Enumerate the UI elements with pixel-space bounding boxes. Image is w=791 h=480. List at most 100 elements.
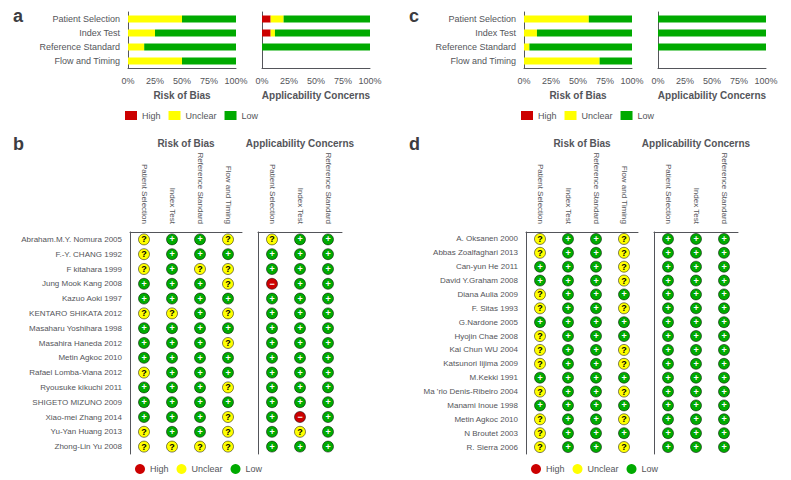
svg-text:M.Kekki 1991: M.Kekki 1991 bbox=[470, 373, 519, 382]
svg-text:+: + bbox=[721, 303, 726, 313]
svg-text:+: + bbox=[297, 323, 302, 333]
svg-text:+: + bbox=[565, 373, 570, 383]
svg-text:+: + bbox=[537, 373, 542, 383]
svg-text:+: + bbox=[197, 427, 202, 437]
svg-text:?: ? bbox=[621, 248, 627, 258]
svg-text:−: − bbox=[297, 412, 302, 422]
svg-text:+: + bbox=[297, 368, 302, 378]
svg-text:?: ? bbox=[537, 345, 543, 355]
svg-text:+: + bbox=[537, 262, 542, 272]
svg-text:75%: 75% bbox=[596, 76, 614, 86]
svg-text:+: + bbox=[621, 289, 626, 299]
svg-text:b: b bbox=[13, 134, 24, 154]
svg-text:Unclear: Unclear bbox=[186, 111, 217, 121]
svg-text:?: ? bbox=[141, 308, 147, 318]
svg-text:+: + bbox=[325, 397, 330, 407]
svg-text:50%: 50% bbox=[307, 76, 325, 86]
svg-text:+: + bbox=[169, 294, 174, 304]
svg-text:KENTARO SHIKATA 2012: KENTARO SHIKATA 2012 bbox=[29, 309, 122, 318]
svg-text:+: + bbox=[565, 289, 570, 299]
svg-text:?: ? bbox=[141, 368, 147, 378]
svg-text:+: + bbox=[197, 294, 202, 304]
svg-text:Patient Selection: Patient Selection bbox=[536, 164, 545, 224]
svg-text:+: + bbox=[665, 345, 670, 355]
svg-text:+: + bbox=[197, 249, 202, 259]
svg-text:?: ? bbox=[621, 442, 627, 452]
svg-text:+: + bbox=[297, 442, 302, 452]
svg-text:0%: 0% bbox=[517, 76, 530, 86]
svg-text:Reference Standard: Reference Standard bbox=[720, 152, 729, 224]
svg-text:Low: Low bbox=[242, 111, 259, 121]
svg-text:+: + bbox=[269, 368, 274, 378]
svg-text:+: + bbox=[693, 442, 698, 452]
svg-text:Hyojin Chae 2008: Hyojin Chae 2008 bbox=[454, 332, 518, 341]
svg-text:+: + bbox=[565, 331, 570, 341]
svg-text:+: + bbox=[721, 345, 726, 355]
svg-text:75%: 75% bbox=[200, 76, 218, 86]
svg-text:?: ? bbox=[225, 338, 231, 348]
svg-text:?: ? bbox=[621, 414, 627, 424]
svg-text:c: c bbox=[409, 6, 419, 26]
svg-text:+: + bbox=[225, 249, 230, 259]
svg-text:?: ? bbox=[621, 345, 627, 355]
svg-text:+: + bbox=[665, 303, 670, 313]
svg-text:?: ? bbox=[621, 276, 627, 286]
svg-text:+: + bbox=[693, 373, 698, 383]
svg-text:+: + bbox=[665, 400, 670, 410]
svg-text:+: + bbox=[325, 279, 330, 289]
svg-text:+: + bbox=[693, 428, 698, 438]
svg-text:+: + bbox=[225, 353, 230, 363]
svg-text:N Broutet 2003: N Broutet 2003 bbox=[464, 429, 518, 438]
svg-text:+: + bbox=[325, 264, 330, 274]
svg-text:+: + bbox=[169, 353, 174, 363]
svg-text:+: + bbox=[693, 234, 698, 244]
svg-text:+: + bbox=[169, 249, 174, 259]
svg-text:+: + bbox=[721, 331, 726, 341]
svg-text:?: ? bbox=[537, 359, 543, 369]
svg-text:Index Test: Index Test bbox=[296, 188, 305, 225]
svg-text:+: + bbox=[325, 249, 330, 259]
svg-text:?: ? bbox=[141, 442, 147, 452]
svg-text:Patient Selection: Patient Selection bbox=[140, 164, 149, 224]
svg-text:Reference Standard: Reference Standard bbox=[196, 152, 205, 224]
svg-text:+: + bbox=[269, 308, 274, 318]
svg-text:Masahira Haneda 2012: Masahira Haneda 2012 bbox=[39, 339, 123, 348]
svg-text:+: + bbox=[225, 323, 230, 333]
svg-text:+: + bbox=[141, 412, 146, 422]
svg-text:+: + bbox=[593, 234, 598, 244]
svg-text:0%: 0% bbox=[651, 76, 664, 86]
svg-text:+: + bbox=[665, 331, 670, 341]
svg-text:+: + bbox=[721, 234, 726, 244]
svg-text:+: + bbox=[197, 353, 202, 363]
svg-text:+: + bbox=[721, 373, 726, 383]
svg-text:+: + bbox=[197, 308, 202, 318]
svg-text:+: + bbox=[269, 264, 274, 274]
svg-text:+: + bbox=[141, 353, 146, 363]
svg-text:+: + bbox=[325, 427, 330, 437]
svg-text:Index Test: Index Test bbox=[564, 188, 573, 225]
svg-text:+: + bbox=[325, 353, 330, 363]
svg-text:?: ? bbox=[621, 262, 627, 272]
svg-text:100%: 100% bbox=[358, 76, 381, 86]
svg-text:+: + bbox=[593, 373, 598, 383]
svg-text:+: + bbox=[593, 345, 598, 355]
svg-text:Flow and Timing: Flow and Timing bbox=[224, 166, 233, 224]
svg-text:+: + bbox=[665, 414, 670, 424]
svg-text:F. Sitas 1993: F. Sitas 1993 bbox=[472, 304, 519, 313]
svg-text:?: ? bbox=[537, 248, 543, 258]
svg-text:Ryousuke kikuchi 2011: Ryousuke kikuchi 2011 bbox=[40, 383, 122, 392]
svg-text:Unclear: Unclear bbox=[192, 464, 223, 474]
svg-text:+: + bbox=[693, 276, 698, 286]
svg-text:?: ? bbox=[169, 442, 175, 452]
svg-text:0%: 0% bbox=[255, 76, 268, 86]
svg-text:+: + bbox=[721, 400, 726, 410]
svg-text:+: + bbox=[169, 368, 174, 378]
svg-text:+: + bbox=[593, 317, 598, 327]
svg-text:+: + bbox=[565, 428, 570, 438]
svg-text:+: + bbox=[269, 249, 274, 259]
svg-text:100%: 100% bbox=[754, 76, 777, 86]
svg-text:Low: Low bbox=[638, 111, 655, 121]
svg-text:+: + bbox=[141, 382, 146, 392]
svg-text:25%: 25% bbox=[280, 76, 298, 86]
svg-text:25%: 25% bbox=[676, 76, 694, 86]
